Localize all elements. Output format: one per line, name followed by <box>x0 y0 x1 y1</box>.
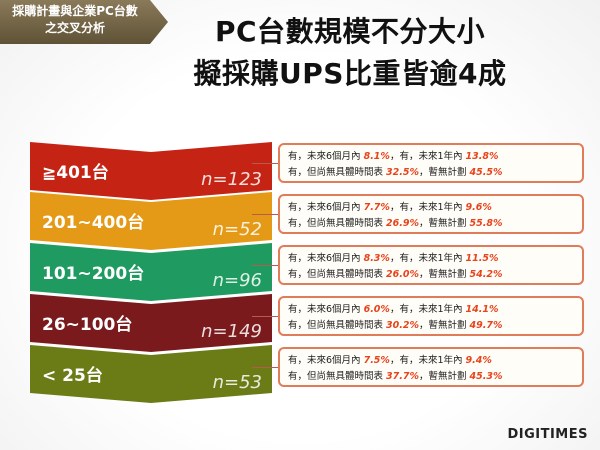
stats-row-2: 有，但尚無具體時間表 26.9%，暫無計劃 55.8% <box>288 218 503 229</box>
band-label: ≧401台 <box>42 163 109 183</box>
stats-row-2: 有，但尚無具體時間表 30.2%，暫無計劃 49.7% <box>288 320 503 331</box>
band-label: 201~400台 <box>42 213 145 233</box>
stats-row-1: 有，未來6個月內 7.5%，有，未來1年內 9.4% <box>288 355 492 366</box>
connector-line <box>252 367 278 368</box>
stats-row-2: 有，但尚無具體時間表 32.5%，暫無計劃 45.5% <box>288 167 503 178</box>
band-sample-size: n=149 <box>201 321 262 342</box>
page-title-line1: PC台數規模不分大小 <box>214 15 486 48</box>
section-tag: 採購計畫與企業PC台數 之交叉分析 <box>0 0 168 44</box>
stats-row-2: 有，但尚無具體時間表 26.0%，暫無計劃 54.2% <box>288 269 503 280</box>
stats-box-101-200: 有，未來6個月內 8.3%，有，未來1年內 11.5% 有，但尚無具體時間表 2… <box>278 245 584 285</box>
stats-row-1: 有，未來6個月內 8.3%，有，未來1年內 11.5% <box>288 253 499 264</box>
band-sample-size: n=52 <box>212 219 262 240</box>
connector-line <box>252 214 278 215</box>
stats-box-401-plus: 有，未來6個月內 8.1%，有，未來1年內 13.8% 有，但尚無具體時間表 3… <box>278 143 584 183</box>
stats-row-1: 有，未來6個月內 6.0%，有，未來1年內 14.1% <box>288 304 499 315</box>
band-sample-size: n=123 <box>201 169 262 190</box>
connector-line <box>252 265 278 266</box>
connector-line <box>252 316 278 317</box>
stats-box-201-400: 有，未來6個月內 7.7%，有，未來1年內 9.6% 有，但尚無具體時間表 26… <box>278 194 584 234</box>
band-201-400: 201~400台 n=52 <box>30 192 272 250</box>
band-401-plus: ≧401台 n=123 <box>30 142 272 200</box>
stats-row-1: 有，未來6個月內 8.1%，有，未來1年內 13.8% <box>288 151 499 162</box>
band-label: 26~100台 <box>42 315 133 335</box>
section-tag-line2: 之交叉分析 <box>44 21 105 35</box>
stats-row-1: 有，未來6個月內 7.7%，有，未來1年內 9.6% <box>288 202 492 213</box>
page-title-line2: 擬採購UPS比重皆逾4成 <box>193 57 507 90</box>
band-under-25: < 25台 n=53 <box>30 345 272 403</box>
digitimes-logo: DIGITIMES <box>507 427 588 442</box>
band-26-100: 26~100台 n=149 <box>30 294 272 352</box>
stats-box-under-25: 有，未來6個月內 7.5%，有，未來1年內 9.4% 有，但尚無具體時間表 37… <box>278 347 584 387</box>
band-label: < 25台 <box>42 366 103 386</box>
stats-row-2: 有，但尚無具體時間表 37.7%，暫無計劃 45.3% <box>288 371 503 382</box>
band-label: 101~200台 <box>42 264 145 284</box>
band-sample-size: n=53 <box>212 372 262 393</box>
stats-box-26-100: 有，未來6個月內 6.0%，有，未來1年內 14.1% 有，但尚無具體時間表 3… <box>278 296 584 336</box>
band-sample-size: n=96 <box>212 270 262 291</box>
band-101-200: 101~200台 n=96 <box>30 243 272 301</box>
connector-line <box>252 163 278 164</box>
section-tag-line1: 採購計畫與企業PC台數 <box>12 4 138 18</box>
